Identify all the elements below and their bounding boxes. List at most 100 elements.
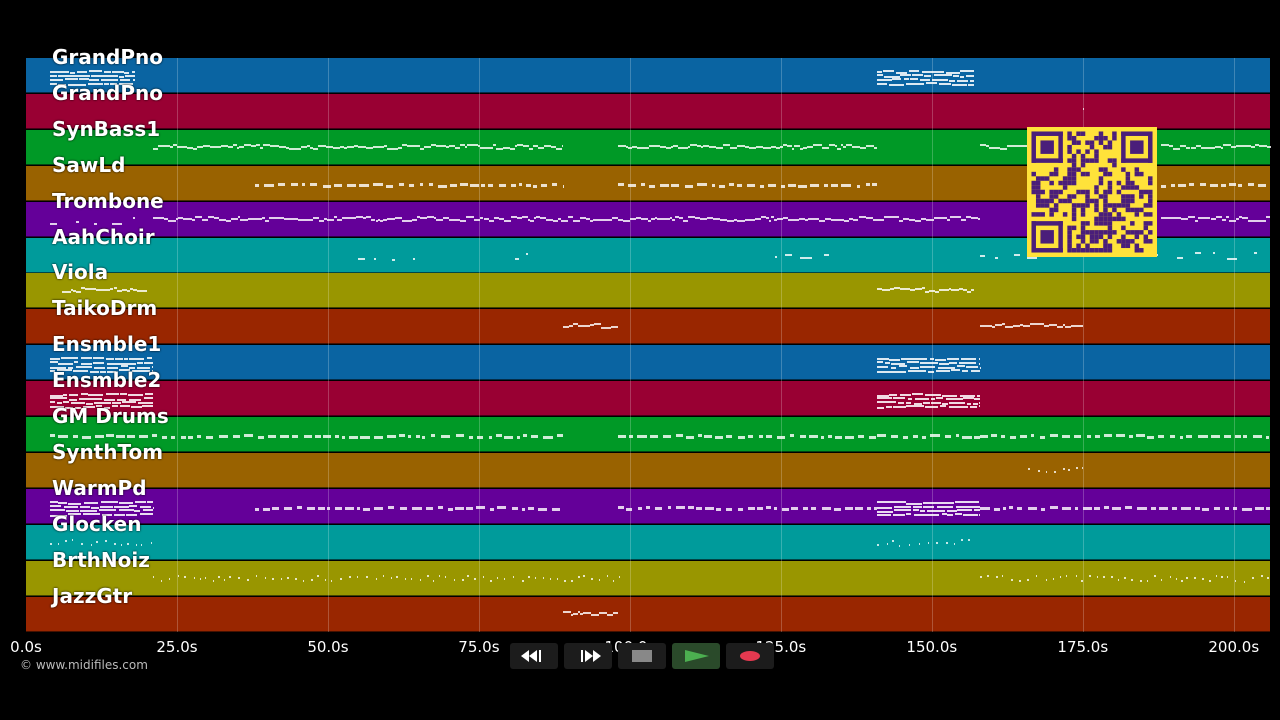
note	[325, 145, 334, 148]
note	[552, 219, 558, 222]
note	[132, 369, 150, 372]
note	[979, 401, 981, 404]
note	[182, 217, 186, 220]
note	[50, 434, 56, 437]
time-tick-label: 75.0s	[458, 638, 500, 656]
note	[466, 215, 474, 218]
note	[1020, 324, 1023, 327]
note	[517, 436, 521, 439]
note	[358, 258, 365, 261]
note	[687, 505, 695, 509]
note	[1201, 146, 1209, 149]
note	[1202, 578, 1204, 581]
note	[899, 219, 903, 222]
note	[71, 539, 74, 542]
note	[926, 509, 945, 512]
note	[703, 144, 710, 147]
note	[129, 505, 138, 508]
note	[1198, 435, 1209, 438]
note	[107, 366, 119, 369]
note	[73, 435, 79, 438]
note	[877, 371, 889, 374]
note	[269, 216, 276, 219]
note	[893, 397, 905, 400]
note	[934, 358, 946, 361]
note	[1104, 505, 1110, 509]
rewind-button[interactable]	[510, 643, 558, 669]
note	[412, 218, 418, 221]
note	[334, 506, 343, 510]
note	[161, 436, 167, 439]
note	[591, 577, 593, 580]
note	[480, 183, 486, 187]
note	[971, 370, 981, 373]
track-label: GrandPno	[52, 45, 163, 69]
note	[85, 288, 88, 291]
note	[275, 144, 280, 147]
note	[88, 393, 104, 396]
record-button[interactable]	[726, 643, 774, 669]
track-lane	[26, 452, 1270, 488]
note	[1169, 216, 1178, 219]
note	[88, 83, 103, 86]
note	[803, 146, 807, 149]
note	[1210, 217, 1217, 220]
fast-forward-button[interactable]	[564, 643, 612, 669]
note	[482, 575, 485, 578]
note	[977, 394, 981, 397]
note	[959, 361, 977, 364]
note	[336, 218, 343, 221]
note	[79, 398, 89, 401]
play-button[interactable]	[672, 643, 720, 669]
note	[67, 366, 74, 369]
note	[1075, 574, 1078, 577]
note	[119, 369, 130, 372]
note	[90, 74, 103, 77]
note	[140, 513, 153, 516]
note	[305, 218, 313, 221]
note	[944, 435, 952, 438]
note	[1194, 506, 1200, 510]
note	[552, 507, 560, 511]
note	[941, 216, 948, 219]
note	[1061, 506, 1071, 510]
note	[467, 574, 469, 577]
note	[802, 506, 808, 510]
note	[549, 144, 552, 147]
note	[1045, 471, 1048, 474]
note	[326, 218, 335, 221]
note	[556, 147, 562, 150]
note	[99, 370, 106, 373]
note	[414, 144, 418, 147]
stop-button[interactable]	[618, 643, 666, 669]
note	[477, 144, 481, 147]
note	[169, 145, 173, 148]
note	[1124, 577, 1126, 580]
note	[963, 513, 979, 516]
note	[1169, 575, 1172, 578]
note	[465, 145, 468, 148]
note	[151, 434, 153, 437]
note	[70, 71, 76, 74]
note	[160, 579, 163, 582]
note	[1195, 144, 1202, 147]
note	[1186, 146, 1191, 149]
note	[503, 436, 514, 439]
note	[77, 70, 87, 73]
note	[213, 145, 222, 148]
track-label: BrthNoiz	[52, 547, 150, 572]
note	[935, 291, 939, 294]
note	[644, 146, 649, 149]
note	[767, 183, 777, 187]
note	[221, 144, 224, 147]
note	[854, 506, 864, 510]
note	[438, 575, 441, 578]
note	[135, 500, 146, 503]
note	[620, 144, 624, 147]
note	[312, 147, 319, 150]
note	[886, 405, 893, 408]
note	[1001, 435, 1006, 438]
note	[230, 217, 238, 220]
note	[907, 398, 913, 401]
note	[898, 401, 905, 404]
